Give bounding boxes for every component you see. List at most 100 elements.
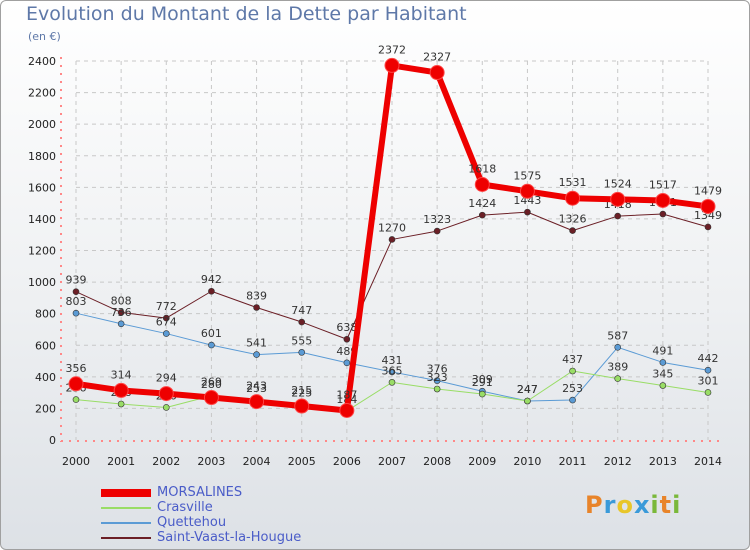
- data-point-morsalines: [339, 402, 355, 418]
- data-label-morsalines: 187: [336, 388, 357, 401]
- data-label-morsalines: 269: [201, 376, 222, 389]
- legend-swatch: [101, 537, 151, 539]
- x-tick-label: 2012: [604, 455, 632, 468]
- data-point-crasville: [569, 367, 576, 375]
- data-point-morsalines: [655, 192, 671, 208]
- data-point-quettehou: [614, 344, 622, 351]
- logo-letter: P: [585, 491, 604, 519]
- data-point-crasville: [659, 382, 667, 389]
- data-label-quettehou: 587: [607, 329, 628, 342]
- data-label-morsalines: 1531: [559, 176, 587, 189]
- data-label-morsalines: 314: [111, 368, 132, 381]
- data-point-crasville: [478, 390, 486, 398]
- data-label-crasville: 225: [291, 386, 312, 399]
- data-point-morsalines: [158, 386, 174, 402]
- data-point-saint-vaast-la-hougue: [569, 227, 576, 234]
- data-point-saint-vaast-la-hougue: [659, 210, 667, 218]
- data-label-quettehou: 376: [427, 363, 448, 376]
- data-point-quettehou: [298, 349, 306, 356]
- y-tick-label: 0: [49, 434, 56, 447]
- data-label-crasville: 291: [472, 376, 493, 389]
- data-point-saint-vaast-la-hougue: [614, 212, 622, 220]
- logo-letter: r: [603, 491, 617, 519]
- data-point-crasville: [388, 379, 396, 386]
- data-label-quettehou: 491: [652, 344, 673, 357]
- data-label-crasville: 389: [607, 361, 628, 374]
- legend-swatch: [101, 522, 151, 524]
- data-point-quettehou: [72, 309, 80, 317]
- data-label-saint-vaast-la-hougue: 1424: [468, 197, 496, 210]
- x-tick-label: 2000: [62, 455, 90, 468]
- data-label-quettehou: 803: [66, 295, 87, 308]
- data-label-morsalines: 215: [291, 384, 312, 397]
- legend-swatch: [101, 489, 151, 497]
- data-point-morsalines: [203, 390, 219, 406]
- legend-label: Crasville: [157, 500, 213, 515]
- data-point-morsalines: [384, 57, 400, 73]
- data-label-quettehou: 309: [472, 373, 493, 386]
- data-label-quettehou: 555: [291, 334, 312, 347]
- data-label-saint-vaast-la-hougue: 638: [336, 321, 357, 334]
- data-point-morsalines: [429, 65, 445, 81]
- data-point-saint-vaast-la-hougue: [524, 208, 531, 216]
- y-tick-label: 1400: [28, 213, 56, 226]
- data-label-quettehou: 601: [201, 327, 222, 340]
- data-point-morsalines: [519, 183, 535, 199]
- data-label-crasville: 365: [382, 364, 403, 377]
- x-tick-label: 2011: [559, 455, 587, 468]
- x-tick-label: 2008: [423, 455, 451, 468]
- data-point-crasville: [614, 375, 622, 382]
- y-tick-label: 2400: [28, 55, 56, 68]
- data-point-crasville: [524, 397, 531, 405]
- data-point-quettehou: [569, 396, 576, 404]
- y-tick-label: 400: [35, 371, 56, 384]
- y-tick-label: 1800: [28, 150, 56, 163]
- data-point-crasville: [72, 396, 80, 403]
- data-label-saint-vaast-la-hougue: 1270: [378, 221, 406, 234]
- data-point-quettehou: [117, 320, 125, 328]
- x-tick-label: 2009: [468, 455, 496, 468]
- legend-label: Saint-Vaast-la-Hougue: [157, 530, 302, 545]
- logo-letter: o: [616, 491, 634, 519]
- data-label-morsalines: 294: [156, 372, 177, 385]
- data-label-saint-vaast-la-hougue: 939: [66, 274, 87, 287]
- y-tick-label: 2000: [28, 118, 56, 131]
- data-label-crasville: 437: [562, 353, 583, 366]
- x-tick-label: 2010: [513, 455, 541, 468]
- x-tick-label: 2006: [333, 455, 361, 468]
- data-label-saint-vaast-la-hougue: 1443: [513, 194, 541, 207]
- y-tick-label: 1200: [28, 245, 56, 258]
- data-label-morsalines: 2327: [423, 51, 451, 64]
- data-label-crasville: 253: [246, 382, 267, 395]
- data-point-saint-vaast-la-hougue: [433, 227, 441, 235]
- data-label-crasville: 323: [427, 371, 448, 384]
- data-point-crasville: [433, 385, 441, 393]
- data-point-morsalines: [610, 191, 626, 207]
- data-point-quettehou: [433, 377, 441, 384]
- data-label-saint-vaast-la-hougue: 808: [111, 294, 132, 307]
- data-label-crasville: 301: [698, 374, 719, 387]
- data-label-quettehou: 253: [562, 382, 583, 395]
- data-label-morsalines: 2372: [378, 43, 406, 56]
- y-tick-label: 2200: [28, 87, 56, 100]
- data-point-quettehou: [162, 330, 170, 337]
- data-point-morsalines: [249, 394, 265, 410]
- data-label-quettehou: 247: [517, 383, 538, 396]
- legend-label: Quettehou: [157, 515, 227, 530]
- data-label-quettehou: 541: [246, 337, 267, 350]
- data-label-saint-vaast-la-hougue: 772: [156, 300, 177, 313]
- data-point-saint-vaast-la-hougue: [298, 318, 306, 326]
- data-label-quettehou: 431: [382, 354, 403, 367]
- data-point-saint-vaast-la-hougue: [208, 287, 215, 295]
- data-label-morsalines: 243: [246, 380, 267, 393]
- y-tick-label: 200: [35, 402, 56, 415]
- data-point-morsalines: [294, 398, 310, 414]
- y-tick-label: 1600: [28, 181, 56, 194]
- data-point-saint-vaast-la-hougue: [117, 309, 125, 316]
- data-label-crasville: 345: [652, 368, 673, 381]
- data-label-morsalines: 1618: [468, 162, 496, 175]
- legend-label: MORSALINES: [157, 485, 243, 500]
- data-point-quettehou: [208, 341, 215, 349]
- x-tick-label: 2002: [152, 455, 180, 468]
